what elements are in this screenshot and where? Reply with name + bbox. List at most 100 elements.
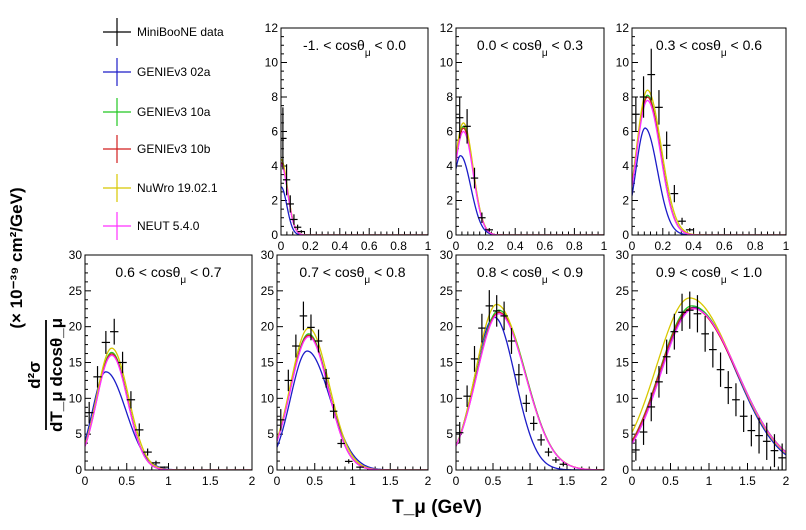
legend-label: MiniBooNE data xyxy=(137,25,224,39)
data-point xyxy=(85,401,94,424)
model-curves xyxy=(632,297,786,456)
data-point xyxy=(290,214,298,225)
data-point xyxy=(485,228,493,232)
x-tick-label: 0.5 xyxy=(485,474,502,488)
data-point xyxy=(478,313,486,343)
x-tick-label: 1 xyxy=(349,474,356,488)
data-point xyxy=(552,457,560,463)
y-tick-label: 0 xyxy=(267,463,274,477)
data-points xyxy=(85,318,169,468)
model-curve xyxy=(85,347,252,470)
model-curve xyxy=(277,334,428,470)
y-tick-label: 2 xyxy=(271,194,278,208)
legend-item: GENIEv3 10a xyxy=(103,98,211,126)
y-tick-label: 12 xyxy=(265,21,279,35)
plot-frame xyxy=(276,254,429,471)
y-tick-label: 8 xyxy=(622,90,629,104)
x-tick-label: 0.2 xyxy=(302,239,319,253)
data-point xyxy=(639,76,648,118)
data-point xyxy=(93,366,102,388)
data-point xyxy=(126,391,136,409)
x-tick-label: 0.6 xyxy=(716,239,733,253)
y-tick-label: 15 xyxy=(440,356,454,370)
data-point xyxy=(151,460,161,465)
x-tick-label: 0.2 xyxy=(654,239,671,253)
data-point xyxy=(739,400,748,433)
data-point xyxy=(693,295,702,333)
x-tick-label: 0.5 xyxy=(118,474,135,488)
plot-frame xyxy=(631,254,787,471)
legend-item: NuWro 19.02.1 xyxy=(103,174,218,202)
x-tick-label: 0.8 xyxy=(747,239,764,253)
plot-frame xyxy=(631,27,787,236)
model-curves xyxy=(85,347,252,470)
data-point xyxy=(277,409,285,431)
data-point xyxy=(537,434,545,446)
data-point xyxy=(515,363,523,386)
data-point xyxy=(314,329,323,353)
x-tick-label: 1 xyxy=(425,239,432,253)
model-curves xyxy=(277,327,428,470)
x-tick-label: 2 xyxy=(425,474,432,488)
y-tick-label: 15 xyxy=(616,356,630,370)
model-curve xyxy=(277,327,428,470)
x-tick-label: 0 xyxy=(82,474,89,488)
legend-item: GENIEv3 02a xyxy=(103,58,211,86)
y-tick-label: 20 xyxy=(261,320,275,334)
data-point xyxy=(101,330,111,354)
model-curve xyxy=(281,162,428,235)
data-points xyxy=(456,97,493,232)
legend-label: GENIEv3 10b xyxy=(137,142,211,156)
plot-frame xyxy=(280,27,429,236)
y-tick-label: 0 xyxy=(446,463,453,477)
plot-frame xyxy=(455,27,605,236)
plot-frame xyxy=(84,254,253,471)
x-tick-label: 1 xyxy=(527,474,534,488)
model-curve xyxy=(456,130,604,235)
model-curve xyxy=(456,127,604,235)
x-tick-label: 1 xyxy=(601,239,608,253)
legend-label: GENIEv3 10a xyxy=(137,105,211,119)
data-point xyxy=(463,385,471,407)
chart-panel: 0 5 10 15 20 25 30 0 0.5 1 1.5 2 0.9 < cosθμ < 1.0 xyxy=(616,248,790,488)
y-tick-label: 6 xyxy=(622,125,629,139)
model-curve xyxy=(456,316,604,470)
data-point xyxy=(143,448,152,456)
data-point xyxy=(281,107,287,170)
data-point xyxy=(716,352,725,387)
data-point xyxy=(485,290,493,322)
model-curve xyxy=(632,307,786,453)
data-points xyxy=(632,291,786,470)
model-curve xyxy=(632,308,786,453)
panel-title: 0.6 < cosθμ < 0.7 xyxy=(115,264,221,286)
legend-label: GENIEv3 02a xyxy=(137,65,211,79)
panel-title: 0.0 < cosθμ < 0.3 xyxy=(477,37,583,59)
panel-title: 0.7 < cosθμ < 0.8 xyxy=(299,264,405,286)
model-curves xyxy=(632,89,786,235)
y-tick-label: 25 xyxy=(261,284,275,298)
data-point xyxy=(307,314,315,341)
x-tick-label: 1 xyxy=(783,239,790,253)
y-tick-label: 5 xyxy=(446,427,453,441)
x-tick-label: 0 xyxy=(629,474,636,488)
x-tick-label: 0 xyxy=(629,239,636,253)
data-point xyxy=(544,447,553,457)
x-tick-label: 0.4 xyxy=(507,239,524,253)
model-curve xyxy=(85,371,252,470)
panel-title: 0.3 < cosθμ < 0.6 xyxy=(656,37,762,59)
data-point xyxy=(655,366,663,398)
y-tick-label: 0 xyxy=(622,228,629,242)
y-tick-label: 0 xyxy=(271,228,278,242)
x-tick-label: 1.5 xyxy=(202,474,219,488)
data-point xyxy=(344,459,353,464)
y-tick-label: 2 xyxy=(446,194,453,208)
chart-panel: 0 5 10 15 20 25 30 0 0.5 1 1.5 2 0.6 < cosθμ < 0.7 xyxy=(69,248,256,488)
x-tick-label: 0.6 xyxy=(361,239,378,253)
data-point xyxy=(647,392,656,422)
y-tick-label: 5 xyxy=(75,427,82,441)
y-tick-label: 15 xyxy=(261,356,275,370)
data-point xyxy=(655,90,663,125)
y-tick-label: 15 xyxy=(69,356,83,370)
